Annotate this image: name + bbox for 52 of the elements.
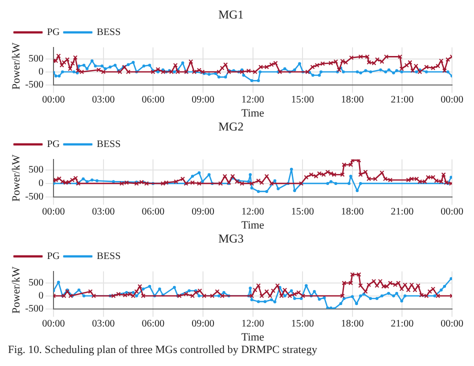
x-tick-label: 09:00 — [192, 318, 214, 330]
x-tick-label: 06:00 — [142, 206, 165, 218]
x-tick-label: 21:00 — [390, 318, 414, 330]
x-tick-label: 00:00 — [42, 94, 65, 106]
x-tick-label: 15:00 — [291, 94, 314, 106]
x-tick-label: 00:00 — [440, 318, 464, 330]
y-tick-label: 500 — [28, 164, 44, 176]
chart-title: MG2 — [218, 119, 244, 134]
x-tick-label: 06:00 — [142, 318, 165, 330]
y-tick-label: -500 — [25, 191, 44, 202]
x-axis-title: Time — [241, 331, 264, 344]
y-tick-label: 500 — [28, 54, 44, 65]
x-axis-title: Time — [241, 107, 264, 120]
x-tick-label: 09:00 — [192, 94, 214, 106]
y-axis-title: Power/kW — [10, 42, 22, 90]
chart-title: MG3 — [218, 231, 244, 246]
legend-label: PG — [47, 139, 60, 150]
x-tick-label: 09:00 — [192, 206, 214, 218]
y-tick-label: -500 — [25, 303, 44, 314]
x-tick-label: 15:00 — [291, 206, 314, 218]
x-tick-label: 18:00 — [340, 94, 364, 106]
legend-label: BESS — [96, 27, 121, 38]
chart-title: MG1 — [218, 7, 244, 22]
y-tick-label: 0 — [38, 178, 44, 190]
x-tick-label: 03:00 — [92, 94, 115, 106]
x-tick-label: 21:00 — [390, 206, 414, 218]
x-tick-label: 12:00 — [241, 94, 264, 106]
legend-label: PG — [47, 27, 60, 38]
x-tick-label: 03:00 — [92, 318, 115, 330]
y-axis-title: Power/kW — [10, 266, 22, 314]
x-axis-title: Time — [241, 219, 264, 232]
legend-label: BESS — [96, 139, 121, 150]
legend-label: PG — [47, 251, 60, 262]
x-tick-label: 15:00 — [291, 318, 314, 330]
x-tick-label: 00:00 — [42, 206, 65, 218]
x-tick-label: 21:00 — [390, 94, 414, 106]
y-tick-label: 0 — [38, 290, 44, 302]
x-tick-label: 00:00 — [440, 206, 464, 218]
y-tick-label: 0 — [38, 66, 44, 78]
x-tick-label: 03:00 — [92, 206, 115, 218]
y-tick-label: 500 — [28, 278, 44, 289]
caption: Fig. 10. Scheduling plan of three MGs controlled by DRMPC strategy — [8, 344, 318, 356]
legend-label: BESS — [96, 251, 121, 262]
x-tick-label: 12:00 — [241, 318, 264, 330]
x-tick-label: 06:00 — [142, 94, 165, 106]
x-tick-label: 12:00 — [241, 206, 264, 218]
x-tick-label: 18:00 — [340, 206, 364, 218]
x-tick-label: 00:00 — [42, 318, 65, 330]
y-axis-title: Power/kW — [10, 154, 22, 202]
x-tick-label: 18:00 — [340, 318, 364, 330]
y-tick-label: -500 — [25, 79, 44, 90]
x-tick-label: 00:00 — [440, 94, 464, 106]
